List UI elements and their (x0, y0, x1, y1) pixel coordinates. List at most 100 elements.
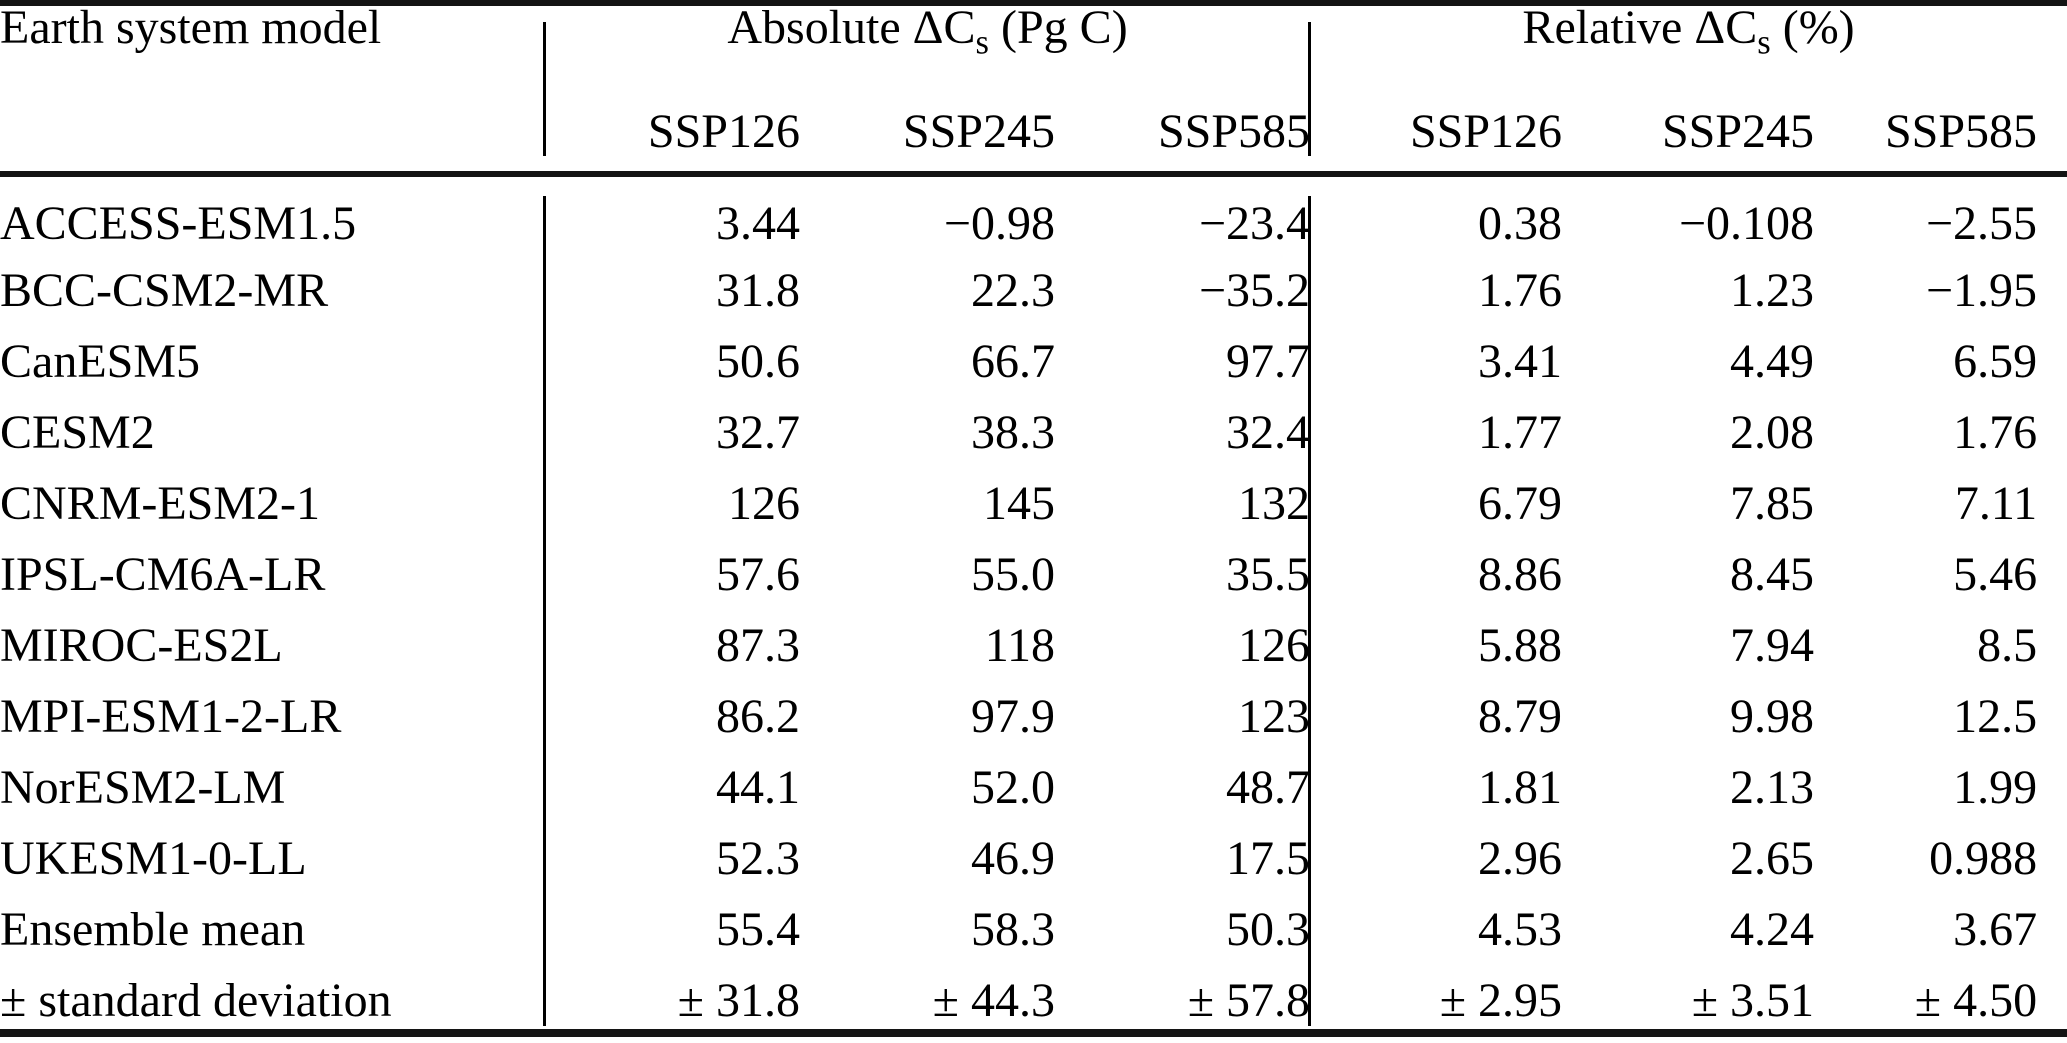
group-header-relative: Relative ΔCs (%) (1310, 0, 2067, 92)
value-cell: 8.45 (1730, 548, 1815, 601)
value-cell: 8.5 (1977, 619, 2038, 672)
value-cell: 2.13 (1730, 761, 1815, 814)
group-header-absolute-prefix: Absolute ΔC (727, 1, 976, 54)
value-cell: 132 (1238, 477, 1311, 530)
value-cell: 52.0 (971, 761, 1055, 814)
vertical-rule-1-body (543, 196, 546, 1026)
model-name-cell: Ensemble mean (0, 903, 306, 956)
value-cell: ± 44.3 (932, 974, 1055, 1027)
value-cell: 97.9 (971, 690, 1055, 743)
value-cell: 44.1 (716, 761, 800, 814)
value-cell: −1.95 (1925, 264, 2038, 317)
model-name-cell: ACCESS-ESM1.5 (0, 197, 357, 250)
group-header-relative-prefix: Relative ΔC (1522, 1, 1758, 54)
value-cell: 3.67 (1953, 903, 2038, 956)
value-cell: 8.79 (1478, 690, 1563, 743)
value-cell: 1.76 (1953, 406, 2038, 459)
subcol-header-rel-ssp585: SSP585 (1884, 104, 2038, 158)
value-cell: 1.23 (1730, 264, 1815, 317)
value-cell: ± 2.95 (1439, 974, 1563, 1027)
subcol-header-abs-ssp245: SSP245 (902, 104, 1055, 158)
bottom-rule (0, 1029, 2067, 1037)
value-cell: 2.65 (1730, 832, 1815, 885)
value-cell: 22.3 (971, 264, 1055, 317)
value-cell: 3.41 (1478, 335, 1563, 388)
vertical-rule-2-body (1308, 196, 1311, 1026)
value-cell: 55.0 (971, 548, 1055, 601)
value-cell: 7.11 (1954, 477, 2038, 530)
value-cell: 145 (983, 477, 1055, 530)
value-cell: 50.3 (1226, 903, 1311, 956)
value-cell: 123 (1238, 690, 1311, 743)
value-cell: −0.98 (943, 197, 1055, 250)
value-cell: 4.24 (1730, 903, 1815, 956)
model-name-cell: BCC-CSM2-MR (0, 264, 329, 317)
value-cell: 97.7 (1226, 335, 1311, 388)
group-header-absolute: Absolute ΔCs (Pg C) (545, 0, 1310, 92)
table-row: ACCESS-ESM1.5 3.44 −0.98 −23.4 0.38 −0.1… (0, 184, 2067, 255)
vertical-rule-1-header (543, 22, 546, 156)
table-row: UKESM1-0-LL 52.3 46.9 17.5 2.96 2.65 0.9… (0, 823, 2067, 894)
group-header-absolute-suffix: (Pg C) (989, 1, 1128, 54)
header-row-scenarios: SSP126 SSP245 SSP585 SSP126 SSP245 SSP58… (0, 92, 2067, 170)
table-row: BCC-CSM2-MR 31.8 22.3 −35.2 1.76 1.23 −1… (0, 255, 2067, 326)
table-row: CESM2 32.7 38.3 32.4 1.77 2.08 1.76 (0, 397, 2067, 468)
model-name-cell: CNRM-ESM2-1 (0, 477, 321, 530)
value-cell: 3.44 (716, 197, 800, 250)
header-body-spacer (0, 170, 2067, 184)
value-cell: ± 57.8 (1187, 974, 1311, 1027)
value-cell: 32.4 (1226, 406, 1311, 459)
value-cell: 7.85 (1730, 477, 1815, 530)
value-cell: 1.81 (1478, 761, 1563, 814)
value-cell: 1.76 (1478, 264, 1563, 317)
value-cell: 50.6 (716, 335, 800, 388)
model-name-cell: CanESM5 (0, 335, 201, 388)
value-cell: ± 31.8 (677, 974, 800, 1027)
value-cell: 7.94 (1730, 619, 1815, 672)
value-cell: 55.4 (716, 903, 800, 956)
model-name-cell: IPSL-CM6A-LR (0, 548, 326, 601)
value-cell: 38.3 (971, 406, 1055, 459)
top-rule (0, 0, 2067, 6)
value-cell: 1.77 (1478, 406, 1563, 459)
table-row: CNRM-ESM2-1 126 145 132 6.79 7.85 7.11 (0, 468, 2067, 539)
value-cell: 4.53 (1478, 903, 1563, 956)
value-cell: 57.6 (716, 548, 800, 601)
value-cell: 12.5 (1953, 690, 2038, 743)
value-cell: 52.3 (716, 832, 800, 885)
value-cell: 5.46 (1953, 548, 2038, 601)
value-cell: 8.86 (1478, 548, 1563, 601)
value-cell: −0.108 (1678, 197, 1815, 250)
vertical-rule-2-header (1308, 22, 1311, 156)
value-cell: 17.5 (1226, 832, 1311, 885)
value-cell: 118 (984, 619, 1055, 672)
value-cell: 4.49 (1730, 335, 1815, 388)
model-name-cell: UKESM1-0-LL (0, 832, 307, 885)
group-header-relative-suffix: (%) (1770, 1, 1855, 54)
value-cell: 48.7 (1226, 761, 1311, 814)
table-row: CanESM5 50.6 66.7 97.7 3.41 4.49 6.59 (0, 326, 2067, 397)
subcol-header-rel-ssp126: SSP126 (1409, 104, 1563, 158)
value-cell: 1.99 (1953, 761, 2038, 814)
value-cell: 6.79 (1478, 477, 1563, 530)
value-cell: 66.7 (971, 335, 1055, 388)
table-row: NorESM2-LM 44.1 52.0 48.7 1.81 2.13 1.99 (0, 752, 2067, 823)
value-cell: 5.88 (1478, 619, 1563, 672)
model-name-cell: CESM2 (0, 406, 155, 459)
table-row: Ensemble mean 55.4 58.3 50.3 4.53 4.24 3… (0, 894, 2067, 965)
subcol-header-rel-ssp245: SSP245 (1661, 104, 1815, 158)
value-cell: 87.3 (716, 619, 800, 672)
header-row-groups: Earth system model Absolute ΔCs (Pg C) R… (0, 0, 2067, 92)
subcol-header-abs-ssp585: SSP585 (1157, 104, 1311, 158)
subcol-header-abs-ssp126: SSP126 (647, 104, 800, 158)
value-cell: 35.5 (1226, 548, 1311, 601)
value-cell: 86.2 (716, 690, 800, 743)
value-cell: 0.988 (1929, 832, 2038, 885)
value-cell: 2.96 (1478, 832, 1563, 885)
model-name-cell: NorESM2-LM (0, 761, 286, 814)
value-cell: 0.38 (1478, 197, 1563, 250)
value-cell: −2.55 (1925, 197, 2038, 250)
table-row: MIROC-ES2L 87.3 118 126 5.88 7.94 8.5 (0, 610, 2067, 681)
